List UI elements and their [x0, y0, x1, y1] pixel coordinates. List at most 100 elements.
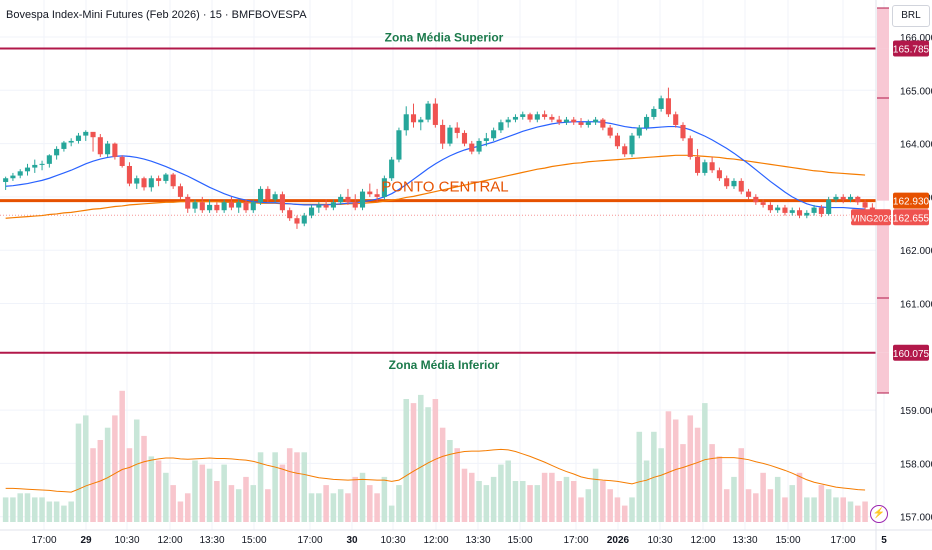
y-tick-label: 164.000: [900, 140, 932, 151]
candle-body: [163, 174, 169, 181]
candle-body: [571, 119, 577, 123]
candle-body: [396, 130, 402, 160]
candle-body: [702, 162, 708, 173]
volume-bar: [498, 464, 504, 522]
candle-body: [323, 204, 329, 208]
volume-bar: [847, 501, 854, 522]
candle-body: [68, 140, 74, 143]
candle-body: [738, 180, 744, 192]
volume-bar: [403, 399, 409, 522]
volume-bar: [184, 493, 191, 522]
y-tick-label: 166.000: [900, 33, 932, 44]
volume-bar: [82, 415, 89, 522]
volume-bar: [512, 481, 519, 522]
volume-bar: [104, 427, 111, 522]
volume-bar: [374, 493, 380, 522]
volume-bar: [359, 472, 366, 522]
volume-bar: [621, 505, 628, 522]
candle-body: [855, 196, 861, 203]
volume-bar: [563, 476, 570, 522]
y-tick-label: 162.000: [900, 246, 932, 257]
candle-body: [563, 119, 570, 123]
candle-body: [54, 148, 60, 156]
x-tick-label: 10:30: [380, 535, 405, 546]
candle-body: [3, 178, 9, 182]
volume-bar: [760, 472, 766, 522]
volume-bar: [541, 472, 548, 522]
y-tick-label: 165.000: [900, 86, 932, 97]
volume-bar: [199, 464, 206, 522]
volume-bar: [126, 448, 133, 522]
candle-body: [745, 191, 752, 197]
candle-body: [585, 122, 591, 125]
volume-bar: [731, 476, 737, 522]
volume-bar: [75, 423, 82, 522]
candle-body: [32, 164, 38, 168]
candle-body: [658, 98, 664, 109]
candle-body: [119, 156, 125, 166]
candle-body: [389, 159, 395, 179]
volume-bar: [112, 415, 118, 522]
x-tick-label: 10:30: [647, 535, 672, 546]
lower-zone-tag: 160.075: [893, 349, 930, 360]
volume-bar: [228, 485, 235, 522]
x-tick-label: 30: [346, 535, 358, 546]
volume-bar: [476, 481, 482, 522]
volume-bar: [447, 440, 453, 522]
central-price-tag: 162.930: [893, 197, 930, 208]
volume-bar: [352, 476, 359, 522]
candle-body: [214, 204, 220, 211]
candle-body: [804, 212, 810, 216]
candle-body: [512, 116, 519, 120]
candle-body: [170, 174, 176, 187]
volume-bar: [461, 468, 468, 522]
volume-bar: [738, 448, 745, 522]
currency-button[interactable]: BRL: [892, 5, 930, 27]
x-tick-label: 12:00: [690, 535, 715, 546]
volume-bar: [549, 472, 555, 522]
candle-body: [753, 196, 759, 203]
candle-body: [593, 119, 599, 123]
x-tick-label: 15:00: [241, 535, 266, 546]
candle-body: [520, 114, 526, 117]
volume-bar: [53, 501, 60, 522]
volume-bar: [600, 481, 606, 522]
volume-bar: [782, 497, 788, 522]
candle-body: [221, 202, 227, 211]
volume-bar: [687, 415, 694, 522]
candle-body: [818, 207, 824, 214]
candle-body: [440, 124, 446, 144]
volume-bar: [767, 489, 774, 522]
volume-bar: [141, 435, 147, 522]
candle-body: [294, 218, 300, 224]
candle-body: [185, 196, 191, 209]
lightning-icon[interactable]: ⚡: [870, 505, 888, 523]
candle-body: [432, 103, 438, 125]
lower-zone-band-bottom: [877, 352, 889, 393]
volume-bar: [607, 489, 613, 522]
candle-body: [134, 178, 140, 184]
candle-body: [600, 119, 606, 128]
volume-bar: [556, 481, 562, 522]
candle-body: [695, 156, 701, 173]
candle-body: [862, 202, 868, 208]
upper-zone-tag: 165.785: [893, 44, 930, 55]
candle-body: [250, 202, 256, 211]
volume-bar: [614, 497, 621, 522]
x-tick-label: 17:00: [563, 535, 588, 546]
candle-body: [177, 186, 183, 197]
volume-bar: [119, 390, 125, 522]
volume-bar: [578, 497, 584, 522]
candle-body: [272, 194, 278, 200]
candle-body: [811, 207, 817, 213]
y-tick-label: 157.000: [900, 513, 932, 524]
x-tick-label: 29: [80, 535, 92, 546]
volume-bar: [272, 452, 278, 522]
candle-body: [483, 138, 489, 141]
candle-body: [367, 191, 373, 195]
candle-body: [614, 135, 620, 147]
candle-body: [782, 207, 788, 213]
volume-bar: [308, 493, 315, 522]
candle-body: [796, 210, 803, 216]
